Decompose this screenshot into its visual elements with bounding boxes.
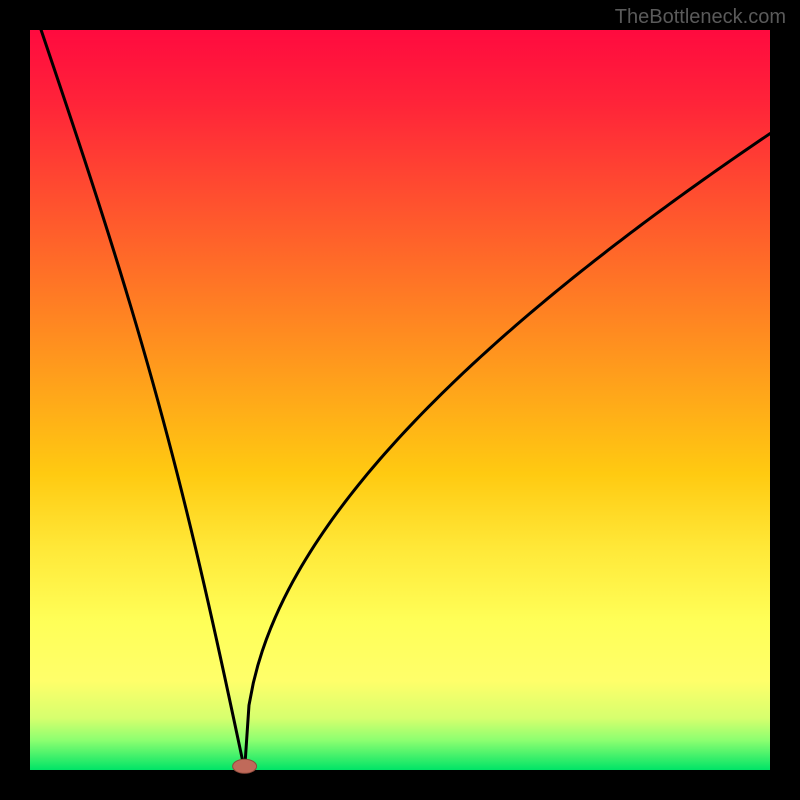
minimum-marker xyxy=(233,759,257,773)
watermark-text: TheBottleneck.com xyxy=(615,6,786,29)
chart-background xyxy=(30,30,770,770)
bottleneck-chart xyxy=(0,0,800,800)
